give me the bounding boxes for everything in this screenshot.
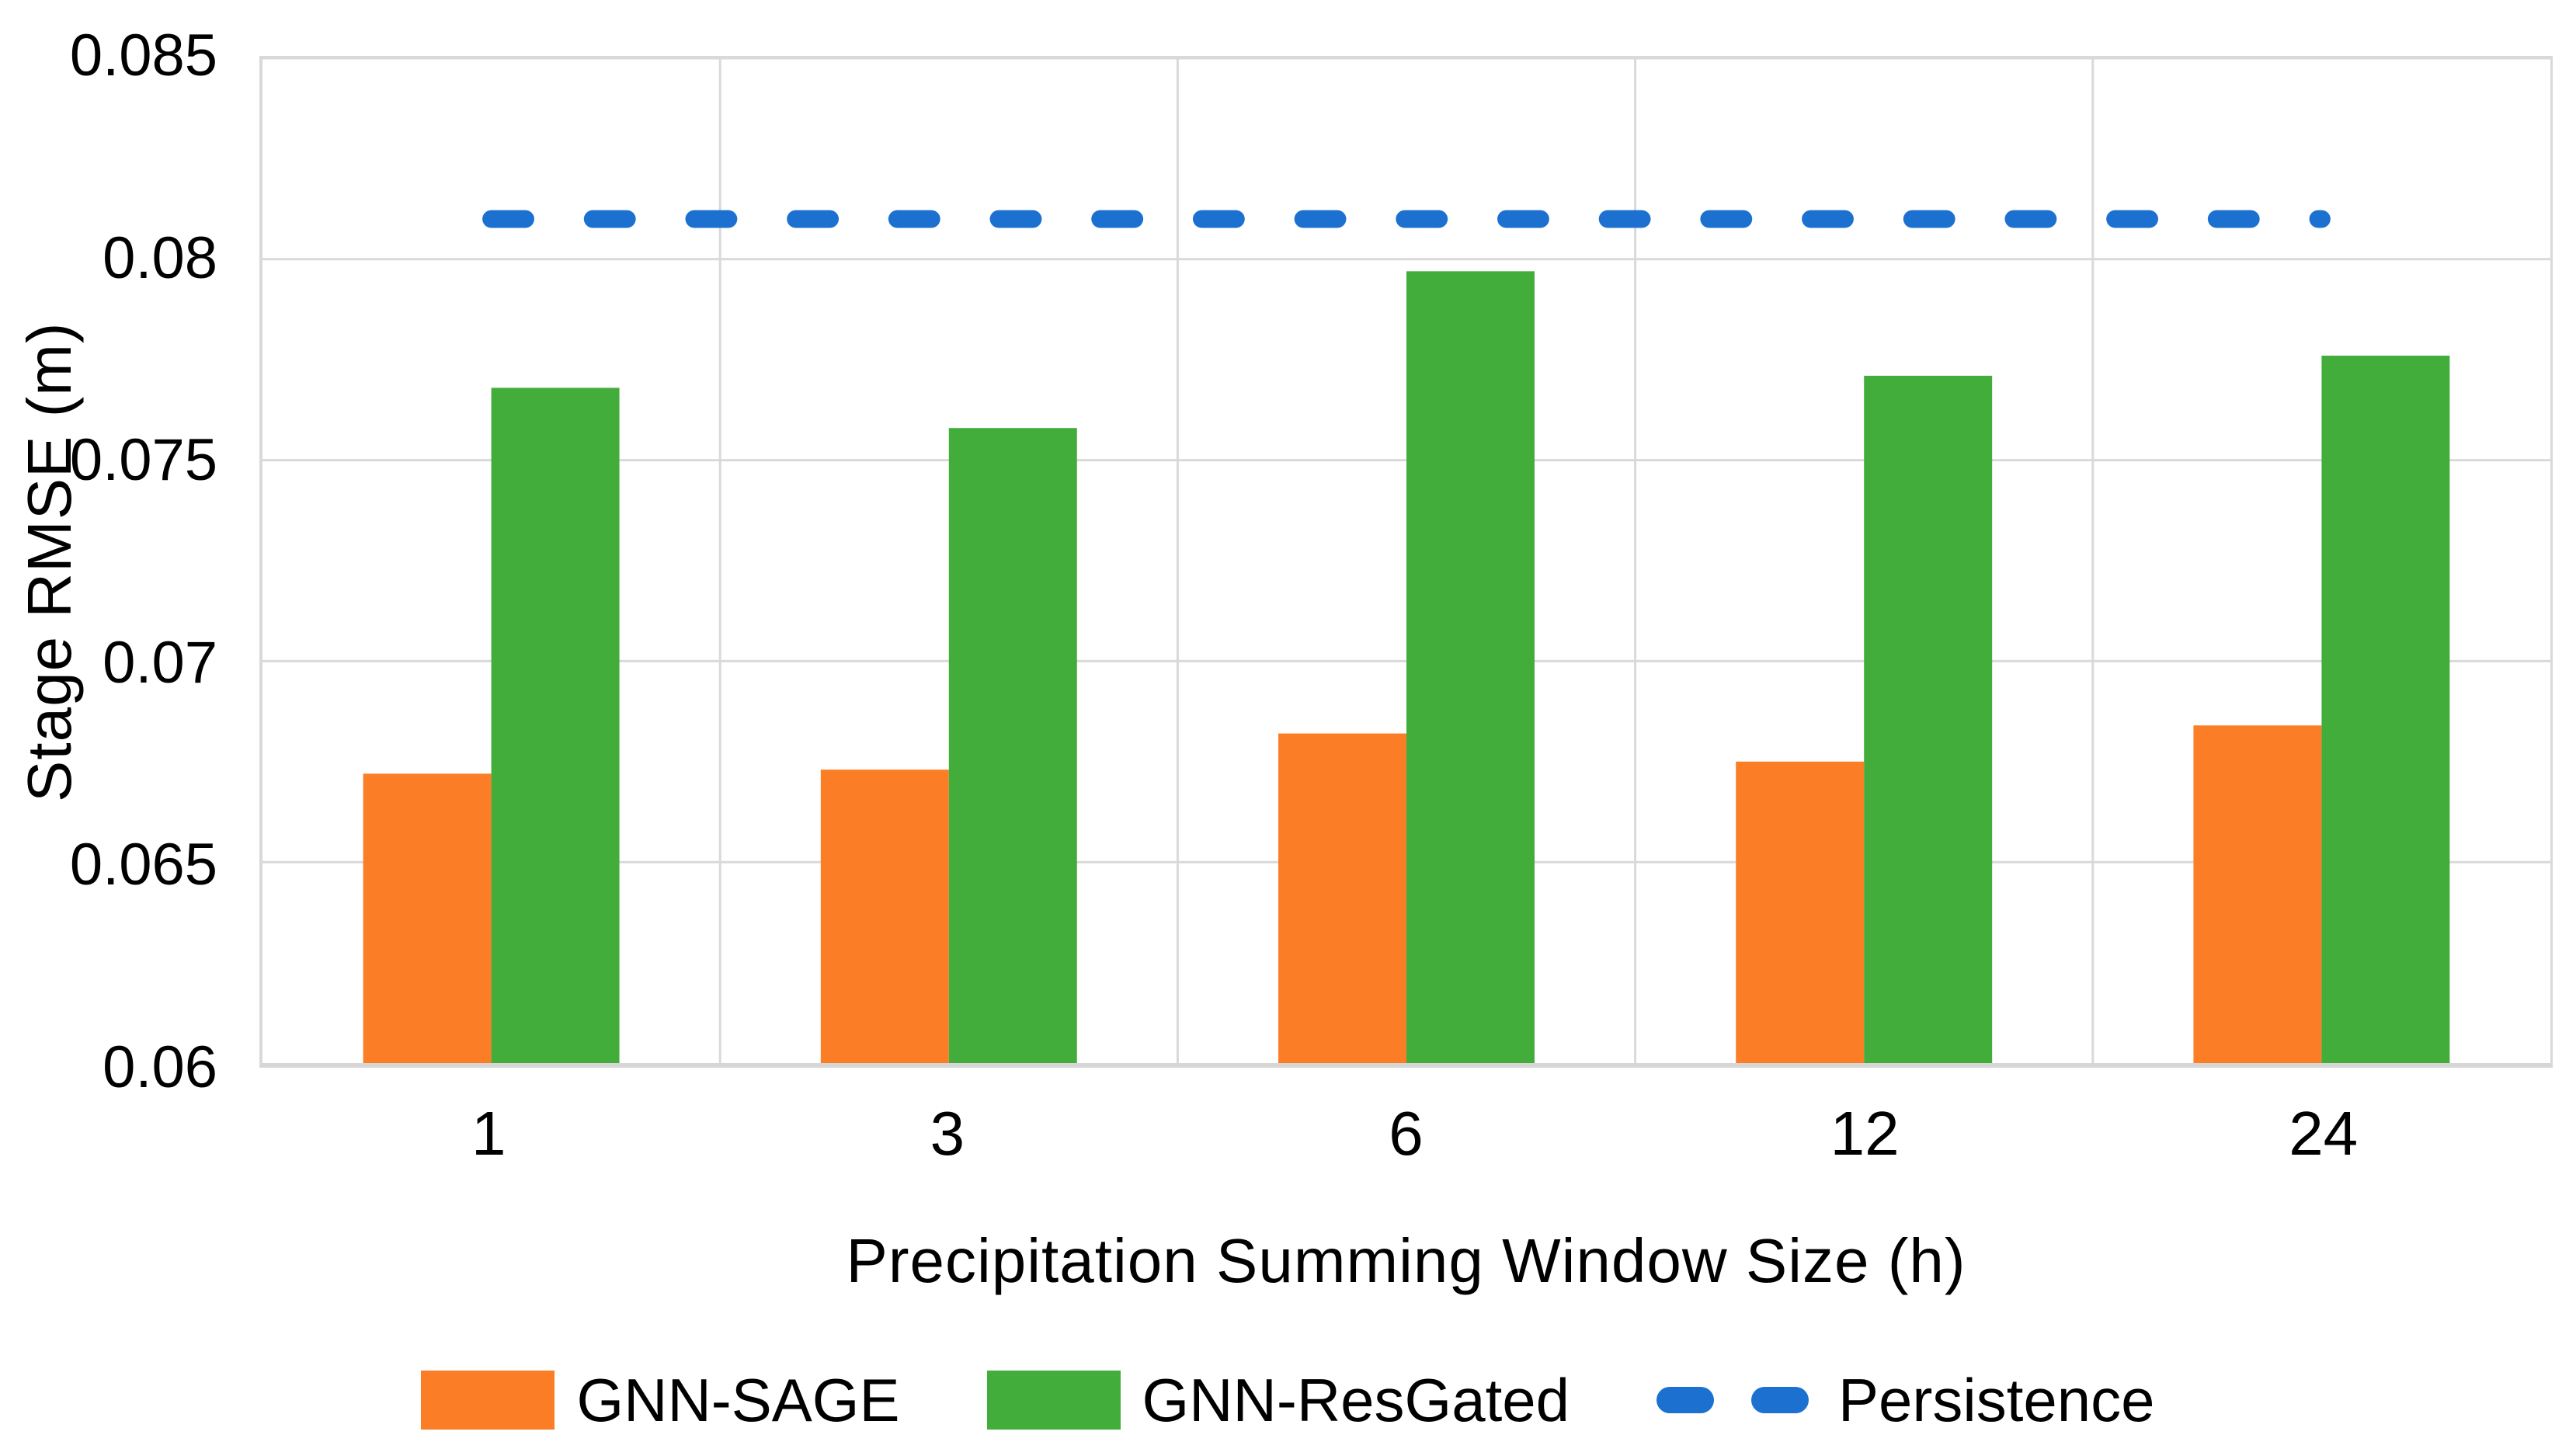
gnn-resgated-swatch-icon [986, 1371, 1121, 1430]
legend: GNN-SAGE GNN-ResGated Persistence [0, 1368, 2576, 1432]
y-tick-label: 0.075 [69, 427, 217, 494]
y-tick-label: 0.065 [69, 832, 217, 898]
x-axis-title: Precipitation Summing Window Size (h) [846, 1226, 1966, 1295]
gnn-sage-swatch-icon [421, 1371, 555, 1430]
x-tick-label: 3 [930, 1099, 965, 1168]
legend-item-persistence: Persistence [1656, 1368, 2155, 1432]
bar-gnn-resgated-6 [1406, 271, 1535, 1063]
y-tick-label: 0.06 [103, 1034, 217, 1100]
bar-gnn-resgated-12 [1864, 375, 1993, 1063]
legend-label-gnn-resgated: GNN-ResGated [1142, 1366, 1570, 1434]
y-axis-ticks: 0.06 0.065 0.07 0.075 0.08 0.085 [0, 26, 217, 1097]
legend-item-gnn-resgated: GNN-ResGated [986, 1366, 1570, 1434]
bar-gnn-sage-3 [820, 770, 949, 1063]
plot-svg [262, 58, 2550, 1063]
x-axis-ticks: 1 3 6 12 24 [259, 1103, 2553, 1180]
bar-gnn-sage-1 [363, 773, 492, 1063]
y-tick-label: 0.07 [103, 629, 217, 696]
bar-gnn-sage-6 [1278, 733, 1406, 1063]
x-tick-label: 12 [1830, 1099, 1900, 1168]
x-tick-label: 6 [1389, 1099, 1424, 1168]
bar-gnn-resgated-24 [2321, 356, 2450, 1063]
plot-area [259, 56, 2553, 1068]
y-tick-label: 0.085 [69, 23, 217, 89]
persistence-dash-icon [1656, 1387, 1809, 1413]
bar-gnn-sage-12 [1736, 761, 1865, 1063]
bar-gnn-resgated-1 [491, 387, 620, 1063]
bar-gnn-resgated-3 [948, 428, 1077, 1063]
legend-label-persistence: Persistence [1838, 1366, 2155, 1434]
legend-item-gnn-sage: GNN-SAGE [421, 1366, 900, 1434]
x-tick-label: 1 [471, 1099, 506, 1168]
bar-gnn-sage-24 [2193, 725, 2322, 1063]
y-tick-label: 0.08 [103, 224, 217, 291]
x-tick-label: 24 [2289, 1099, 2359, 1168]
legend-label-gnn-sage: GNN-SAGE [576, 1366, 900, 1434]
